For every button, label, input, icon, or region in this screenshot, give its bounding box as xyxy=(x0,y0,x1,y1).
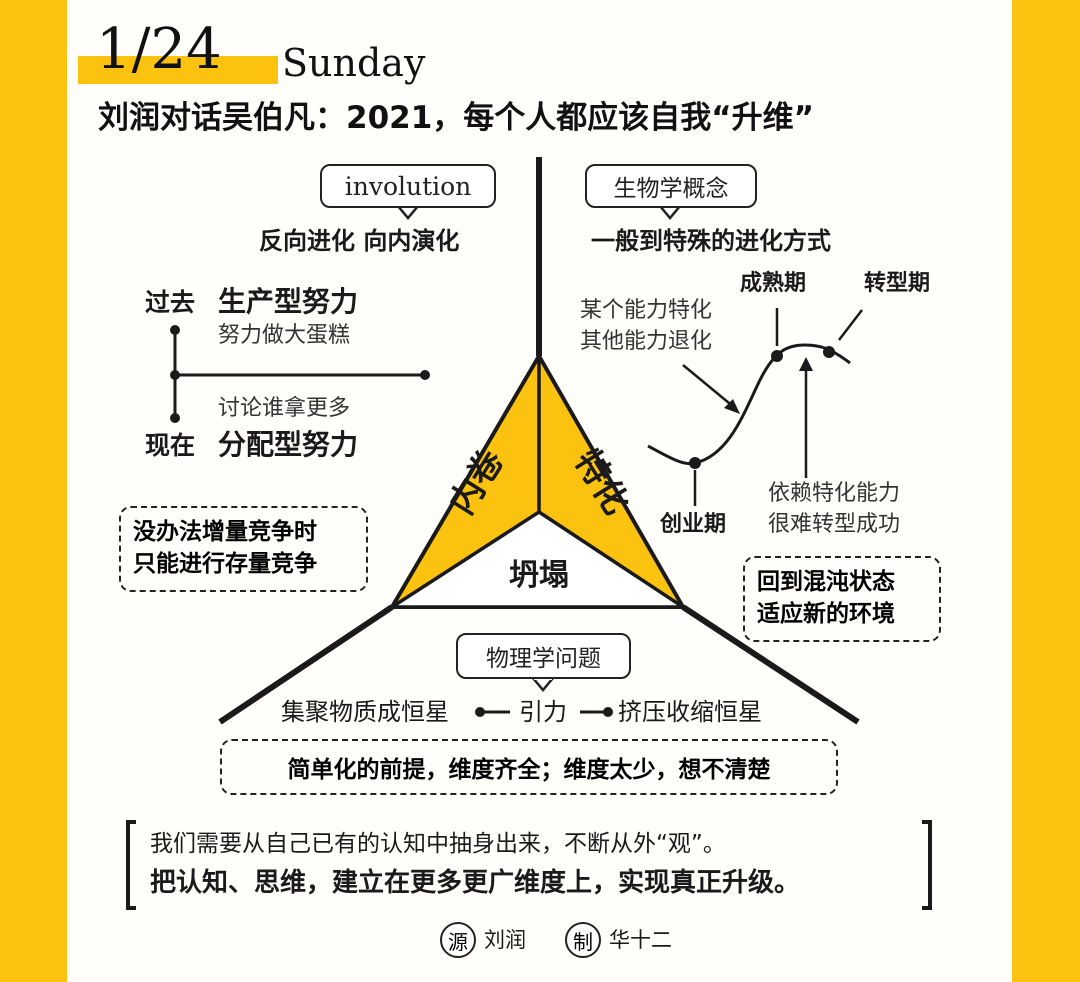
date: 1/24 xyxy=(96,17,222,82)
specialization-note: 回到混沌状态 适应新的环境 xyxy=(743,556,941,642)
maker-badge: 制 xyxy=(565,922,601,958)
past-desc: 努力做大蛋糕 xyxy=(218,323,351,348)
curve-dot-startup xyxy=(689,457,701,469)
arrow-specialize-head xyxy=(724,399,740,414)
source-badge: 源 xyxy=(440,922,476,958)
stage-transition: 转型期 xyxy=(864,271,931,296)
maker-name: 华十二 xyxy=(609,928,672,952)
arrow-specialize xyxy=(682,364,736,409)
source-name: 刘润 xyxy=(484,928,526,952)
gravity-arrow-left-dot xyxy=(475,707,485,717)
source-badge-text: 源 xyxy=(448,929,468,954)
tag-physics-text: 物理学问题 xyxy=(486,646,601,672)
gravity-arrow-right-dot xyxy=(603,707,613,717)
divider-right xyxy=(681,604,860,725)
quote-line1: 我们需要从自己已有的认知中抽身出来，不断从外“观”。 xyxy=(150,831,726,857)
present-desc: 讨论谁拿更多 xyxy=(218,396,351,421)
dependence-note-line1: 依赖特化能力 xyxy=(768,481,901,506)
involution-note-line1: 没办法增量竞争时 xyxy=(133,519,317,545)
arrow-dependence-head xyxy=(799,357,813,371)
present-label: 现在 xyxy=(145,431,196,460)
past-effort: 生产型努力 xyxy=(218,285,359,318)
quote-bracket-left xyxy=(126,820,136,910)
lifecycle-curve xyxy=(647,343,851,466)
specialization-subtitle: 一般到特殊的进化方式 xyxy=(591,227,831,255)
curve-dot-transition xyxy=(823,346,835,358)
involution-note-line2: 只能进行存量竞争 xyxy=(133,551,317,577)
tag-involution-text: involution xyxy=(344,171,472,201)
specialization-note-line2: 适应新的环境 xyxy=(757,601,895,627)
dependence-note-line2: 很难转型成功 xyxy=(768,512,901,537)
tag-biology: 生物学概念 xyxy=(585,164,757,208)
specialize-note-line2: 其他能力退化 xyxy=(580,329,713,354)
present-effort: 分配型努力 xyxy=(218,428,359,461)
triangle-inner xyxy=(386,509,689,609)
stage-mature: 成熟期 xyxy=(740,271,807,296)
timeline-dot-past xyxy=(170,325,180,335)
stage-startup: 创业期 xyxy=(660,512,727,537)
timeline-dot-center xyxy=(170,370,180,380)
quote-bracket-right xyxy=(922,820,932,910)
curve-dot-mature xyxy=(771,350,783,362)
collapse-note: 简单化的前提，维度齐全；维度太少，想不清楚 xyxy=(220,739,838,795)
timeline-dot-end xyxy=(420,370,430,380)
tag-physics: 物理学问题 xyxy=(456,633,631,679)
weekday: Sunday xyxy=(282,41,426,85)
involution-note: 没办法增量竞争时 只能进行存量竞争 xyxy=(119,506,368,592)
pointer-transition xyxy=(838,309,863,341)
specialize-note-line1: 某个能力特化 xyxy=(580,298,713,323)
past-label: 过去 xyxy=(145,288,196,317)
quote-line2: 把认知、思维，建立在更多更广维度上，实现真正升级。 xyxy=(150,868,801,898)
tag-involution: involution xyxy=(320,164,496,208)
tag-biology-text: 生物学概念 xyxy=(613,176,729,202)
specialization-note-line1: 回到混沌状态 xyxy=(757,569,895,595)
collapse-right-text: 挤压收缩恒星 xyxy=(618,698,762,726)
page-title: 刘润对话吴伯凡：2021，每个人都应该自我“升维” xyxy=(98,100,815,136)
timeline-dot-present xyxy=(170,413,180,423)
involution-subtitle: 反向进化 向内演化 xyxy=(259,227,460,255)
collapse-center-text: 引力 xyxy=(519,698,567,726)
triangle-label-bottom: 坍塌 xyxy=(509,558,569,593)
maker-badge-text: 制 xyxy=(573,929,593,954)
collapse-left-text: 集聚物质成恒星 xyxy=(281,698,449,726)
divider-left xyxy=(218,604,394,725)
collapse-note-text: 简单化的前提，维度齐全；维度太少，想不清楚 xyxy=(287,757,771,783)
date-highlight-bar xyxy=(78,56,278,84)
